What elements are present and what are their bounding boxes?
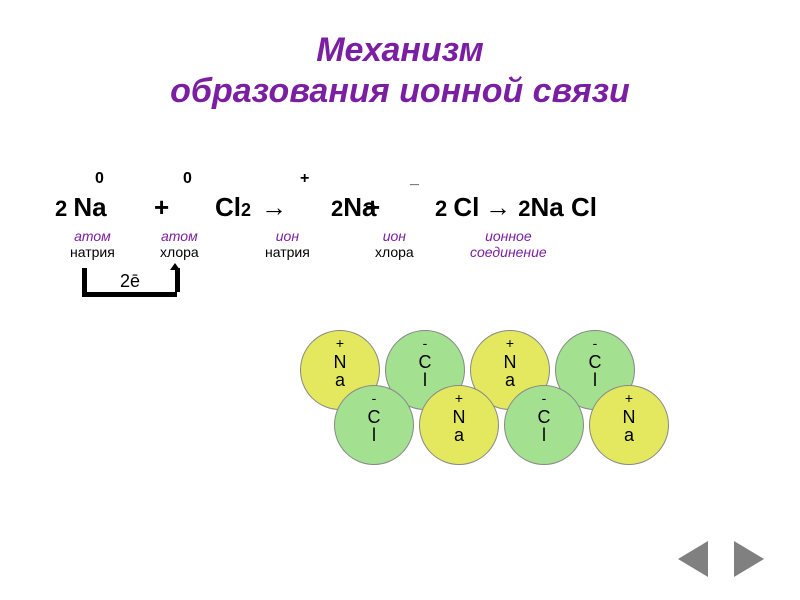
nav-controls bbox=[672, 538, 770, 580]
species-label: атомхлора bbox=[160, 228, 199, 260]
forward-icon bbox=[734, 541, 764, 577]
oxidation-charge: 0 bbox=[95, 170, 104, 188]
oxidation-charge: + bbox=[300, 170, 309, 188]
title-line-2: образования ионной связи bbox=[0, 71, 800, 112]
equation-term: 2 Na bbox=[55, 192, 107, 223]
equation-row: 2 Na+Cl2→2Na+2 Cl→ 2Na Cl bbox=[55, 192, 755, 228]
sodium-ion: +N a bbox=[589, 385, 669, 465]
oxidation-charge: _ bbox=[410, 170, 419, 188]
charge-row: 0 0 + _ bbox=[55, 170, 755, 192]
equation-term: 2 Cl bbox=[435, 192, 479, 223]
transfer-label: 2ē bbox=[120, 271, 140, 292]
page-title: Механизм образования ионной связи bbox=[0, 30, 800, 112]
equation-term: → bbox=[261, 192, 287, 223]
chloride-ion: -C l bbox=[334, 385, 414, 465]
species-label: ионхлора bbox=[375, 228, 414, 260]
equation-term: + bbox=[365, 192, 380, 223]
electron-transfer: 2ē bbox=[82, 268, 177, 308]
back-button[interactable] bbox=[672, 538, 714, 580]
equation-term: + bbox=[154, 192, 169, 223]
back-icon bbox=[678, 541, 708, 577]
equation-term: → 2Na Cl bbox=[485, 192, 597, 223]
equation-term: Cl2 bbox=[215, 192, 251, 223]
oxidation-charge: 0 bbox=[183, 170, 192, 188]
title-line-1: Механизм bbox=[0, 30, 800, 71]
label-row: атомнатрия атомхлора ионнатрия ионхлора ионн… bbox=[55, 228, 755, 268]
chloride-ion: -C l bbox=[504, 385, 584, 465]
equation-area: 00+_ 2 Na+Cl2→2Na+2 Cl→ 2Na Cl атомнатри… bbox=[55, 170, 755, 268]
species-label: ионнатрия bbox=[265, 228, 310, 260]
forward-button[interactable] bbox=[728, 538, 770, 580]
species-label: атомнатрия bbox=[70, 228, 115, 260]
sodium-ion: +N a bbox=[419, 385, 499, 465]
crystal-lattice: +N a-C l+N a-C l-C l+N a-C l+N a bbox=[300, 330, 680, 500]
species-label: ионноесоединение bbox=[470, 228, 547, 260]
